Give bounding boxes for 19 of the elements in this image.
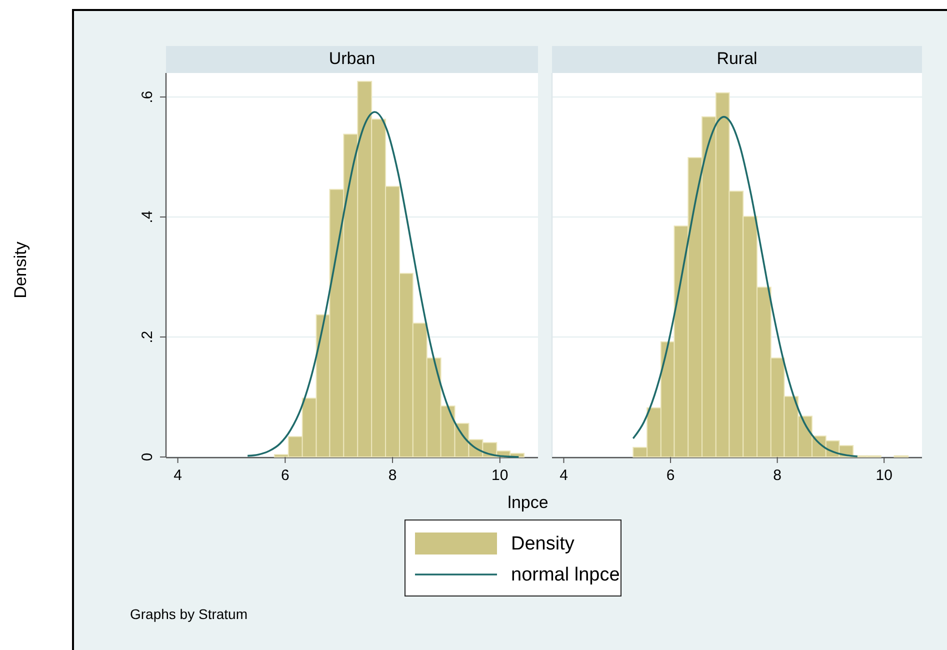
x-axis-title: lnpce bbox=[508, 493, 548, 512]
x-tick-label: 6 bbox=[280, 467, 290, 484]
x-tick-label: 4 bbox=[174, 467, 182, 484]
x-tick-label: 10 bbox=[492, 467, 508, 484]
x-tick-label: 4 bbox=[560, 467, 568, 484]
y-tick-label: .2 bbox=[139, 330, 156, 344]
x-tick-label: 10 bbox=[876, 467, 892, 484]
legend-label: Density bbox=[511, 534, 575, 554]
legend-label: normal lnpce bbox=[511, 564, 620, 586]
chart-title: Urban bbox=[328, 49, 376, 68]
text: Graphs by Stratum bbox=[130, 606, 248, 622]
x-tick-label: 6 bbox=[666, 467, 675, 484]
y-tick-label: 0 bbox=[139, 452, 156, 462]
y-axis-title: Density bbox=[11, 241, 30, 298]
x-tick-label: 8 bbox=[773, 467, 782, 484]
y-tick-label: .6 bbox=[139, 90, 156, 104]
x-tick-label: 8 bbox=[388, 467, 397, 484]
chart-title: Rural bbox=[716, 49, 758, 68]
y-tick-label: .4 bbox=[139, 210, 156, 224]
